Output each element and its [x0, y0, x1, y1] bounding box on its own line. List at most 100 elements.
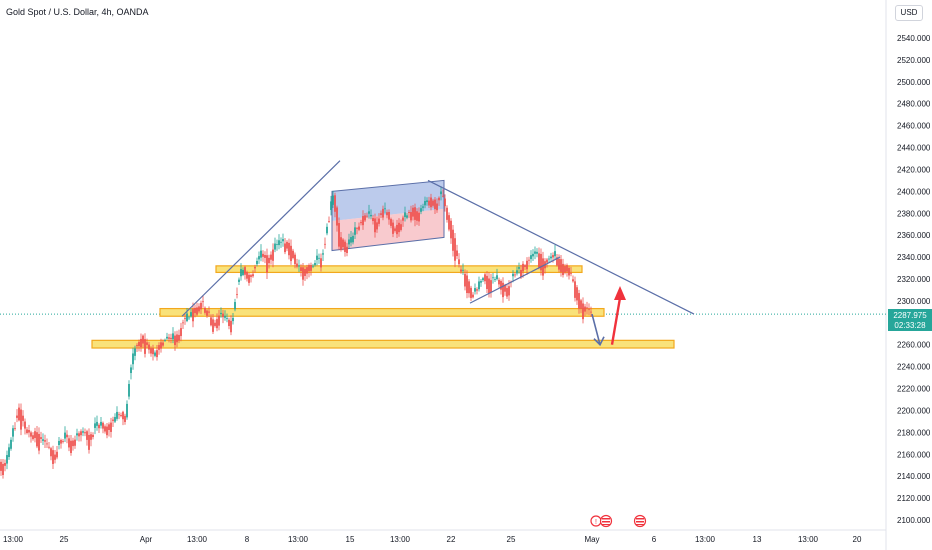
candle-body [292, 250, 294, 259]
flag-lower-region [332, 208, 444, 251]
candle-body [136, 345, 138, 347]
candle-body [222, 313, 224, 318]
trendline-2 [427, 179, 695, 315]
candle-body [144, 339, 146, 354]
candle-body [134, 348, 136, 356]
candle-body [178, 334, 180, 341]
candle-body [342, 239, 344, 248]
candle-body [464, 273, 466, 287]
candle-body [16, 415, 18, 418]
candle-body [474, 288, 476, 292]
price-tick-label: 2200.000 [897, 406, 931, 415]
candle-body [274, 243, 276, 250]
candle-body [330, 201, 332, 211]
candle-body [352, 235, 354, 243]
price-tick-label: 2440.000 [897, 144, 931, 153]
price-tick-label: 2100.000 [897, 516, 931, 525]
candle-body [246, 271, 248, 279]
candle-body [484, 274, 486, 282]
price-tick-label: 2420.000 [897, 165, 931, 174]
candle-body [444, 198, 446, 207]
candle-body [584, 306, 586, 312]
candle-body [34, 431, 36, 439]
candle-body [576, 287, 578, 301]
price-tick-label: 2240.000 [897, 363, 931, 372]
time-tick-label: 25 [507, 535, 516, 544]
candle-body [448, 215, 450, 230]
candle-body [568, 267, 570, 276]
candle-body [56, 451, 58, 458]
candle-body [436, 203, 438, 211]
candle-body [344, 241, 346, 252]
candle-body [368, 211, 370, 214]
time-tick-label: 15 [346, 535, 355, 544]
candle-body [118, 414, 120, 416]
candle-body [506, 288, 508, 297]
candle-body [456, 250, 458, 257]
candle-body [216, 319, 218, 329]
plot-area[interactable] [0, 160, 886, 479]
economic-event-icon[interactable]: ! [590, 515, 602, 527]
last-price-label: 2287.975 [893, 311, 927, 320]
candle-body [526, 260, 528, 270]
candle-body [450, 220, 452, 239]
candle-body [432, 200, 434, 206]
candle-body [154, 352, 156, 356]
projection-up-arrow [610, 297, 622, 345]
time-axis[interactable]: 13:00 25 Apr 13:00 8 13:00 15 13:00 22 25 May 6 13:0… [3, 535, 862, 544]
candle-body [422, 206, 424, 208]
time-tick-label: 13:00 [695, 535, 716, 544]
price-tick-label: 2160.000 [897, 450, 931, 459]
candle-body [494, 279, 496, 280]
candle-body [556, 257, 558, 266]
candle-body [82, 431, 84, 433]
candle-body [110, 422, 112, 432]
candle-body [486, 275, 488, 290]
candle-body [220, 312, 222, 315]
candle-body [124, 415, 126, 422]
candle-body [496, 275, 498, 280]
price-tick-label: 2380.000 [897, 209, 931, 218]
candle-body [552, 255, 554, 258]
candle-body [490, 280, 492, 293]
symbol-title[interactable]: Gold Spot / U.S. Dollar, 4h, OANDA [6, 7, 149, 17]
candle-body [62, 441, 64, 442]
price-tick-label: 2340.000 [897, 253, 931, 262]
candle-body [324, 243, 326, 245]
candle-body [578, 293, 580, 309]
candle-body [548, 258, 550, 260]
candle-body [284, 243, 286, 253]
price-axis[interactable]: 2540.000 2520.000 2500.000 2480.000 2460.000… [897, 34, 931, 525]
candle-body [460, 269, 462, 272]
candle-body [372, 217, 374, 222]
candle-body [206, 310, 208, 316]
candle-body [560, 259, 562, 272]
candle-body [394, 228, 396, 231]
candle-body [536, 251, 538, 254]
candle-body [306, 267, 308, 274]
candle-body [440, 191, 442, 195]
us-flag-event-icon[interactable] [599, 514, 613, 528]
candle-body [538, 253, 540, 268]
event-markers[interactable]: ! [590, 514, 647, 528]
candle-body [300, 267, 302, 271]
currency-button[interactable]: USD [895, 5, 923, 21]
candle-body [108, 424, 110, 431]
candle-body [350, 237, 352, 243]
trendline-3 [469, 256, 561, 304]
candle-body [114, 417, 116, 422]
candle-body [132, 353, 134, 365]
candle-body [430, 197, 432, 208]
us-flag-event-icon[interactable] [633, 514, 647, 528]
candle-body [446, 207, 448, 220]
price-tick-label: 2260.000 [897, 341, 931, 350]
candle-body [252, 274, 254, 277]
candle-body [268, 257, 270, 264]
candle-body [360, 222, 362, 224]
candle-body [562, 263, 564, 276]
candle-body [106, 426, 108, 436]
candle-body [332, 195, 334, 205]
candle-body [122, 411, 124, 420]
candle-body [172, 333, 174, 340]
